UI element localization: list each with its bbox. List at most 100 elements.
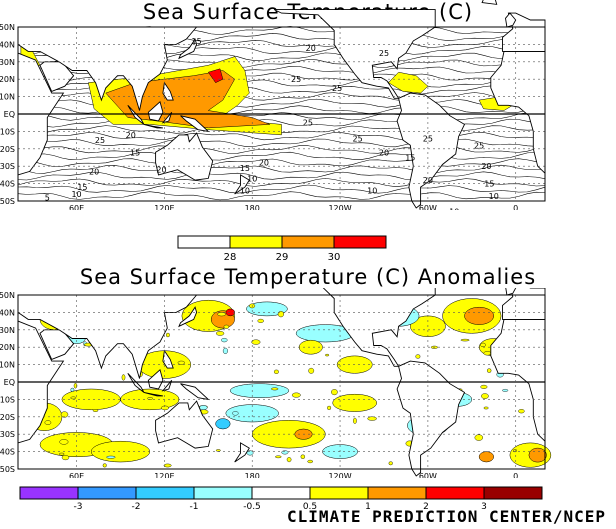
continent — [143, 391, 163, 397]
anomaly-speckle — [257, 318, 264, 323]
anomaly-speckle — [487, 368, 492, 373]
anomaly-speckle — [502, 389, 509, 392]
contour-value-label: 15 — [130, 148, 140, 157]
anomaly-speckle — [481, 393, 489, 399]
legend-color-box — [19, 486, 79, 500]
contour-value-label: 10 — [489, 192, 499, 201]
latitude-label: EQ — [4, 378, 15, 387]
longitude-label: 60W — [419, 472, 437, 478]
contour-value-label: 15 — [192, 37, 202, 46]
continent — [490, 318, 546, 443]
anomaly-speckle — [70, 387, 75, 392]
anomaly-speckle — [106, 455, 116, 459]
sst-anomaly-map: 50N 40N 30N 20N 10N EQ 10S 20S 30S 40S 50S 60E 120E 1… — [0, 288, 552, 478]
latitude-label: EQ — [4, 110, 15, 119]
longitude-label: 180 — [245, 204, 260, 210]
anomaly-speckle — [60, 411, 69, 418]
anomaly-region — [229, 383, 290, 398]
legend-tick-label: -3 — [74, 502, 83, 512]
contour-value-label: 20 — [156, 166, 166, 175]
anomaly-speckle — [70, 396, 77, 400]
legend-color-box — [425, 486, 485, 500]
latitude-label: 30S — [0, 430, 15, 439]
anomaly-region — [332, 393, 377, 412]
continent — [155, 400, 214, 449]
latitude-label: 40S — [0, 448, 15, 457]
contour-value-label: 10 — [449, 207, 459, 210]
contour-value-label: 20 — [89, 167, 99, 176]
latitude-label: 10S — [0, 127, 15, 136]
sst-legend: 28 29 30 — [177, 235, 387, 263]
latitude-label: 30N — [0, 326, 15, 335]
legend-tick-label: 3 — [481, 502, 487, 512]
longitude-label: 120W — [328, 472, 351, 478]
anomaly-speckle — [367, 416, 377, 421]
latitude-label: 20N — [0, 75, 15, 84]
continent — [155, 132, 214, 181]
anomaly-speckle — [281, 450, 289, 455]
anomaly-speckle — [59, 439, 69, 445]
contour-value-label: 15 — [484, 180, 494, 189]
contour-value-label: 25 — [474, 141, 484, 150]
anomaly-speckle — [327, 405, 332, 410]
anomaly-region — [215, 418, 231, 430]
legend-tick-label: -2 — [132, 502, 141, 512]
anomaly-speckle — [415, 354, 421, 359]
longitude-label: 60E — [69, 204, 84, 210]
legend-color-box — [229, 235, 283, 249]
anomaly-speckle — [216, 331, 225, 336]
continent — [162, 81, 174, 101]
legend-tick-label: 29 — [276, 252, 289, 263]
anomaly-speckle — [147, 397, 153, 400]
legend-color-box — [483, 486, 543, 500]
legend-tick-label: -0.5 — [243, 502, 261, 512]
anomaly-speckle — [273, 369, 279, 374]
latitude-label: 20S — [0, 145, 15, 154]
anomaly-speckle — [92, 409, 99, 412]
continent — [143, 123, 163, 129]
isotherm-line — [17, 164, 546, 174]
continent — [505, 12, 517, 28]
continent — [162, 349, 174, 369]
latitude-label: 10S — [0, 395, 15, 404]
contour-value-label: 10 — [71, 190, 81, 199]
continent — [147, 368, 164, 390]
contour-value-label: 5 — [45, 194, 50, 203]
longitude-label: 120W — [328, 204, 351, 210]
anomaly-speckle — [331, 389, 338, 396]
continent — [481, 0, 498, 5]
latitude-label: 50N — [0, 23, 15, 32]
latitude-label: 20S — [0, 413, 15, 422]
contour-value-label: 25 — [332, 84, 342, 93]
contour-value-label: 25 — [95, 136, 105, 145]
anomaly-speckle — [286, 457, 292, 463]
legend-tick-label: -1 — [190, 502, 199, 512]
anomaly-speckle — [44, 420, 52, 425]
latitude-label: 10N — [0, 361, 15, 370]
latitude-label: 20N — [0, 343, 15, 352]
anomaly-speckle — [483, 351, 492, 356]
anomaly-speckle — [177, 360, 185, 365]
axis-labels: 50N 40N 30N 20N 10N EQ 10S 20S 30S 40S 50S 60E 120E 1… — [0, 291, 518, 478]
anomaly-speckle — [483, 406, 489, 410]
contour-value-label: 25 — [423, 134, 433, 143]
anomaly-speckle — [352, 417, 357, 424]
latitude-label: 30N — [0, 58, 15, 67]
legend-tick-label: 30 — [328, 252, 341, 263]
anomaly-speckle — [161, 405, 169, 411]
anomaly-speckle — [221, 337, 228, 343]
map-frame — [17, 26, 546, 202]
latitude-label: 30S — [0, 162, 15, 171]
continent — [396, 92, 466, 209]
continent — [178, 306, 198, 328]
anomaly-speckle — [223, 324, 230, 329]
anomaly-speckle — [222, 347, 228, 355]
continent — [490, 50, 546, 175]
anomaly-speckle — [388, 461, 393, 466]
anomaly-speckle — [232, 411, 239, 416]
latitude-label: 50N — [0, 291, 15, 300]
anomaly-speckle — [277, 311, 285, 318]
anomaly-speckle — [271, 387, 279, 391]
longitude-label: 0 — [513, 472, 518, 478]
